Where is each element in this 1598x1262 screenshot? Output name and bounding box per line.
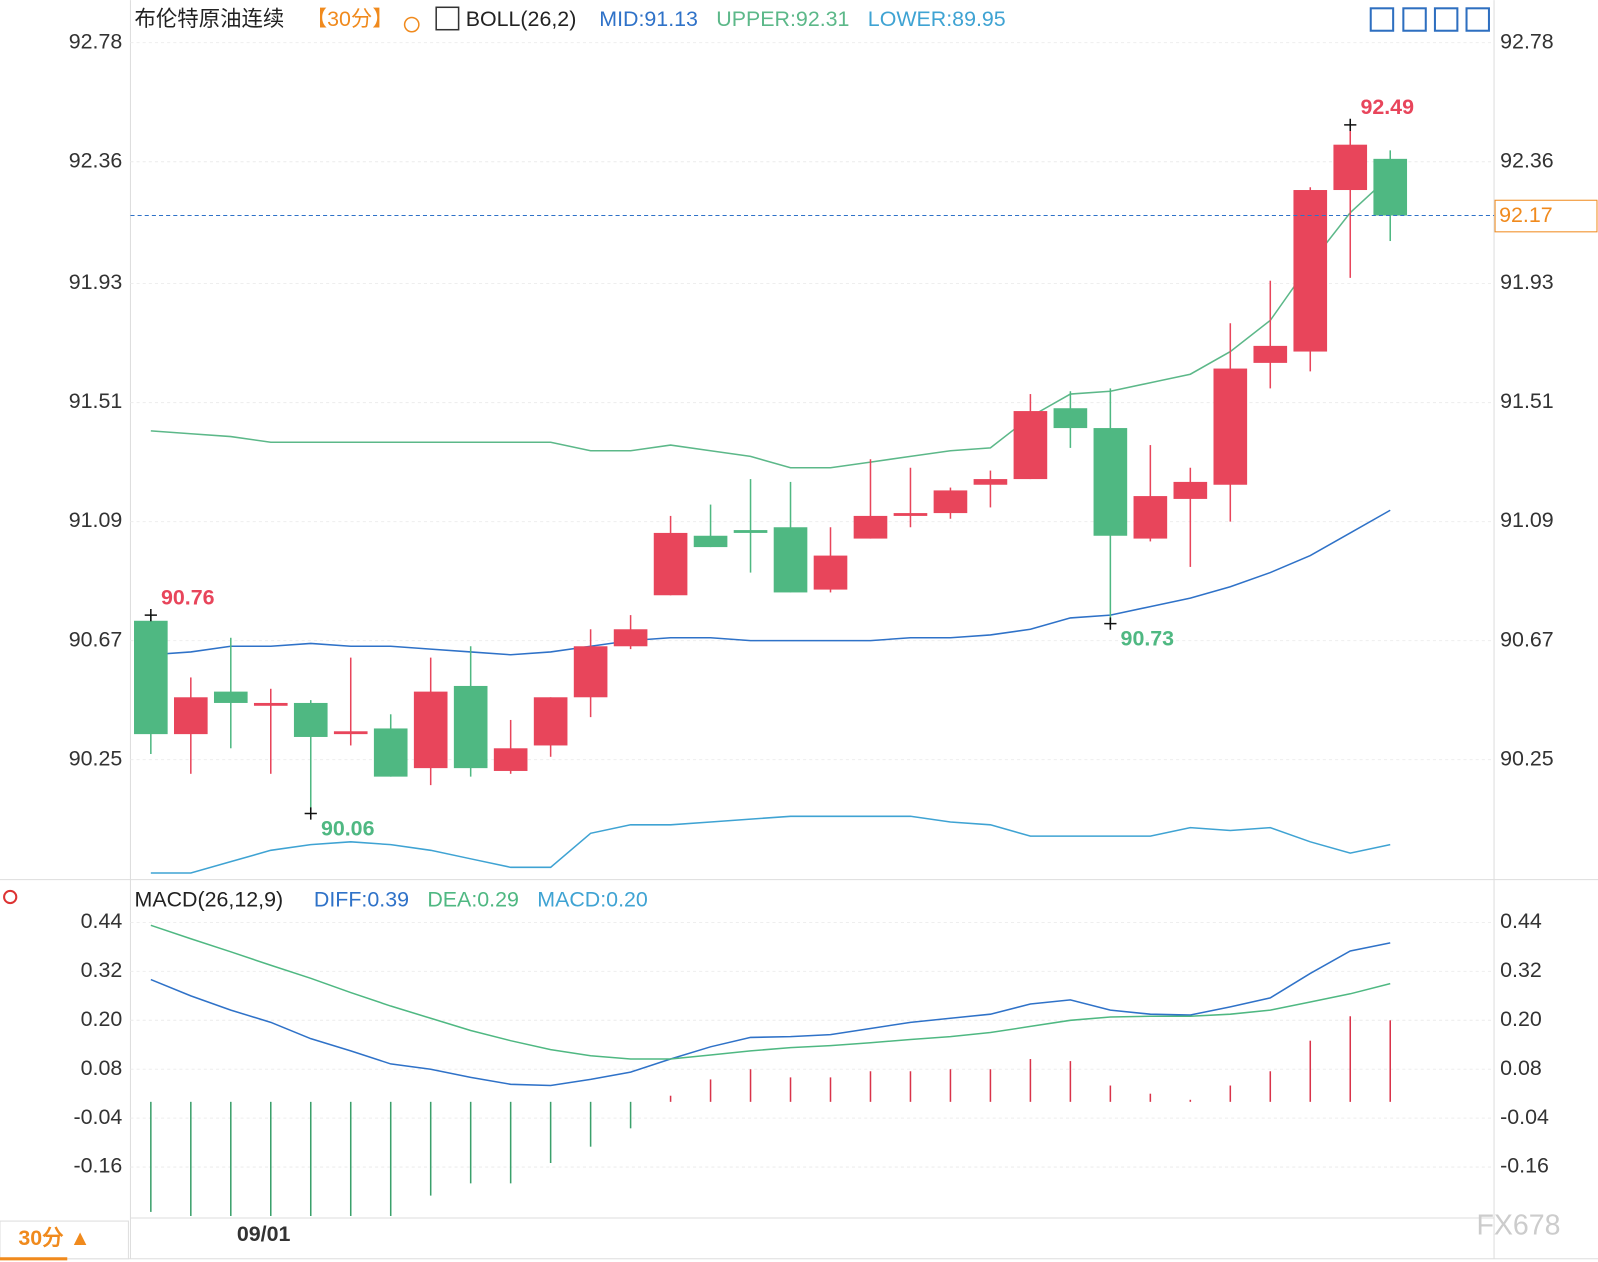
watermark: FX678 (1476, 1210, 1560, 1242)
period-icon[interactable] (403, 16, 420, 33)
y-tick-label: 0.44 (1500, 909, 1542, 933)
candle-body (1333, 144, 1368, 191)
y-tick-label: 0.20 (81, 1007, 123, 1031)
legend-entry: DIFF:0.39 (314, 888, 409, 912)
y-tick-label: 0.08 (81, 1056, 123, 1080)
candle-body (173, 697, 208, 735)
annotation: 92.49 (1360, 95, 1414, 119)
candle-body (1253, 345, 1288, 363)
y-tick-label: 92.36 (1500, 148, 1554, 172)
period-button-label[interactable]: 30分 ▲ (18, 1226, 90, 1250)
y-tick-label: 91.51 (1500, 389, 1554, 413)
y-tick-label: -0.16 (1500, 1154, 1549, 1178)
chart-title: 布伦特原油连续 (135, 7, 285, 31)
extreme-marker (144, 608, 157, 622)
y-tick-label: 0.44 (81, 909, 123, 933)
candle-body (1133, 496, 1168, 539)
extreme-marker (1104, 617, 1117, 630)
y-tick-label: -0.04 (74, 1105, 123, 1129)
legend-entry: MID:91.13 (599, 7, 698, 31)
candle-body (134, 620, 168, 735)
candle-body (973, 479, 1008, 485)
last-price-box (1494, 199, 1598, 233)
y-tick-label: 91.51 (69, 389, 123, 413)
y-tick-label: 0.32 (81, 958, 123, 982)
y-tick-label: 90.25 (1500, 746, 1554, 770)
candle-body (1213, 368, 1248, 485)
period[interactable]: 【30分】 (306, 7, 394, 31)
icon[interactable] (1433, 7, 1459, 32)
candle-body (693, 535, 728, 548)
candle-body (453, 685, 488, 769)
candle-body (653, 532, 688, 596)
candle-body (933, 490, 968, 514)
indicator: BOLL(26,2) (466, 7, 577, 31)
y-tick-label: 92.78 (1500, 29, 1554, 53)
candle-body (253, 702, 288, 706)
macd-line (150, 942, 1391, 1087)
candle-body (573, 646, 608, 698)
y-tick-label: 0.32 (1500, 958, 1542, 982)
candle-body (373, 728, 408, 777)
y-tick-label: 91.93 (1500, 270, 1554, 294)
candle-body (773, 527, 808, 593)
y-tick-label: 90.67 (69, 627, 123, 651)
y-tick-label: -0.04 (1500, 1105, 1549, 1129)
candle-body (493, 748, 528, 771)
extreme-marker (304, 807, 317, 820)
boll-line (150, 175, 1391, 469)
candle-body (213, 691, 248, 703)
candle-body (413, 691, 448, 769)
candle-body (893, 513, 928, 516)
y-tick-label: 91.09 (69, 508, 123, 532)
icon[interactable] (1369, 7, 1395, 32)
boll-line (150, 509, 1391, 656)
y-tick-label: 90.25 (69, 746, 123, 770)
y-tick-label: 92.36 (69, 148, 123, 172)
boll-line (150, 815, 1391, 874)
legend-entry: LOWER:89.95 (868, 7, 1006, 31)
legend-entry: MACD:0.20 (537, 888, 648, 912)
y-tick-label: 90.67 (1500, 627, 1554, 651)
annotation: 90.73 (1121, 627, 1175, 651)
toolbar-icons (1369, 7, 1490, 32)
candle-body (853, 515, 888, 539)
candle-body (1293, 190, 1328, 352)
candle-body (613, 629, 648, 647)
candle-body (333, 731, 368, 735)
candle-body (813, 555, 848, 590)
x-tick-label: 09/01 (237, 1222, 291, 1246)
candle-body (1173, 481, 1208, 499)
icon[interactable] (1402, 7, 1427, 32)
settings-icon[interactable] (3, 889, 18, 905)
macd-title: MACD(26,12,9) (135, 888, 284, 912)
candle-body (1013, 411, 1048, 480)
y-tick-label: 0.08 (1500, 1056, 1542, 1080)
period-button[interactable] (0, 1220, 129, 1260)
last-price-label: 92.17 (1499, 203, 1553, 227)
annotation: 90.76 (161, 585, 215, 609)
y-tick-label: -0.16 (74, 1154, 123, 1178)
candle-body (1373, 158, 1408, 216)
y-tick-label: 0.20 (1500, 1007, 1542, 1031)
candle-body (1053, 408, 1088, 429)
candle-body (733, 530, 768, 533)
extreme-marker (1344, 118, 1357, 131)
y-tick-label: 91.93 (69, 270, 123, 294)
indicator-icon (435, 6, 460, 31)
legend-entry: DEA:0.29 (427, 888, 519, 912)
candle-body (293, 702, 328, 737)
candle-body (1093, 428, 1128, 536)
y-tick-label: 91.09 (1500, 508, 1554, 532)
annotation: 90.06 (321, 816, 375, 840)
icon[interactable] (1465, 7, 1490, 32)
candle-body (533, 697, 568, 746)
macd-line (150, 924, 1391, 1060)
y-tick-label: 92.78 (69, 29, 123, 53)
legend-entry: UPPER:92.31 (716, 7, 849, 31)
